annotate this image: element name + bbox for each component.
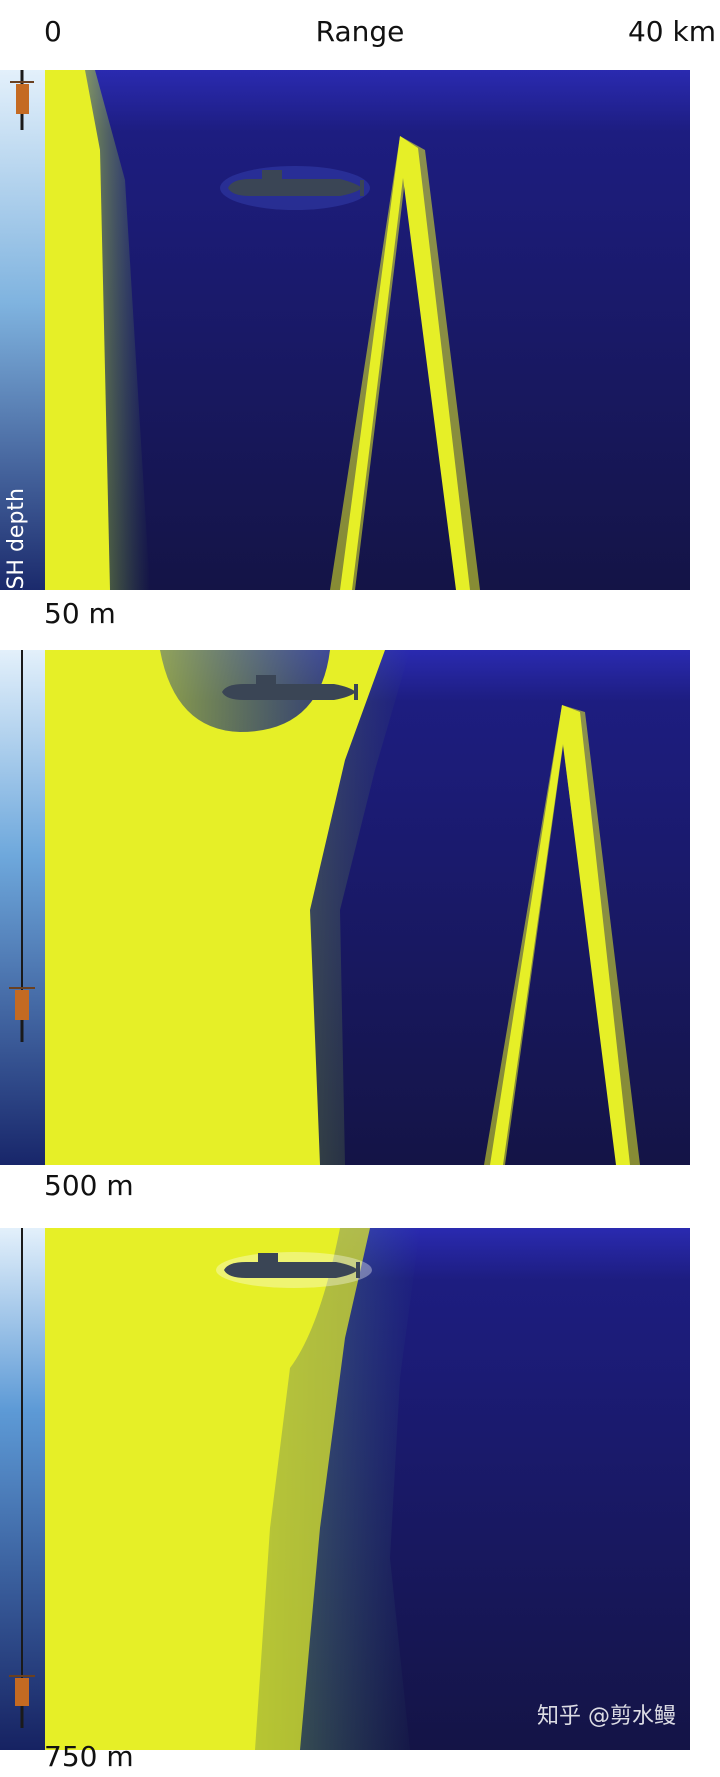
range-axis-title: Range <box>315 15 405 48</box>
sonar-coverage-diagram-500m <box>0 650 690 1165</box>
range-start-label: 0 <box>44 15 62 48</box>
depth-column <box>0 70 45 590</box>
direct-path-zone <box>45 70 110 590</box>
direct-path-zone <box>45 650 385 1165</box>
submarine-icon <box>216 1252 372 1288</box>
sonar-array-icon <box>10 70 34 130</box>
sonar-coverage-diagram-750m <box>0 1228 690 1750</box>
direct-path-zone <box>45 1228 340 1750</box>
depth-label-500m: 500 m <box>44 1169 134 1202</box>
convergence-zone <box>490 705 630 1165</box>
sonar-coverage-diagram-50m <box>0 70 690 590</box>
submarine-icon <box>220 166 370 210</box>
range-end-label: 40 km <box>627 15 716 48</box>
sonar-panel-50m: FLASH depth 50 m <box>0 70 690 640</box>
convergence-zone <box>340 136 470 590</box>
depth-label-750m: 750 m <box>44 1740 134 1773</box>
watermark: 知乎 @剪水鳗 <box>537 1704 676 1729</box>
flash-depth-axis-label: FLASH depth <box>4 488 29 630</box>
depth-label-50m: 50 m <box>44 597 116 630</box>
sonar-panel-750m: 知乎 @剪水鳗 750 m <box>0 1228 690 1777</box>
sonar-panel-500m: 500 m <box>0 650 690 1210</box>
sonar-array-icon <box>9 1675 35 1728</box>
sonar-array-icon <box>9 987 35 1042</box>
submarine-icon <box>222 675 358 700</box>
convergence-zone-halo <box>330 136 480 590</box>
